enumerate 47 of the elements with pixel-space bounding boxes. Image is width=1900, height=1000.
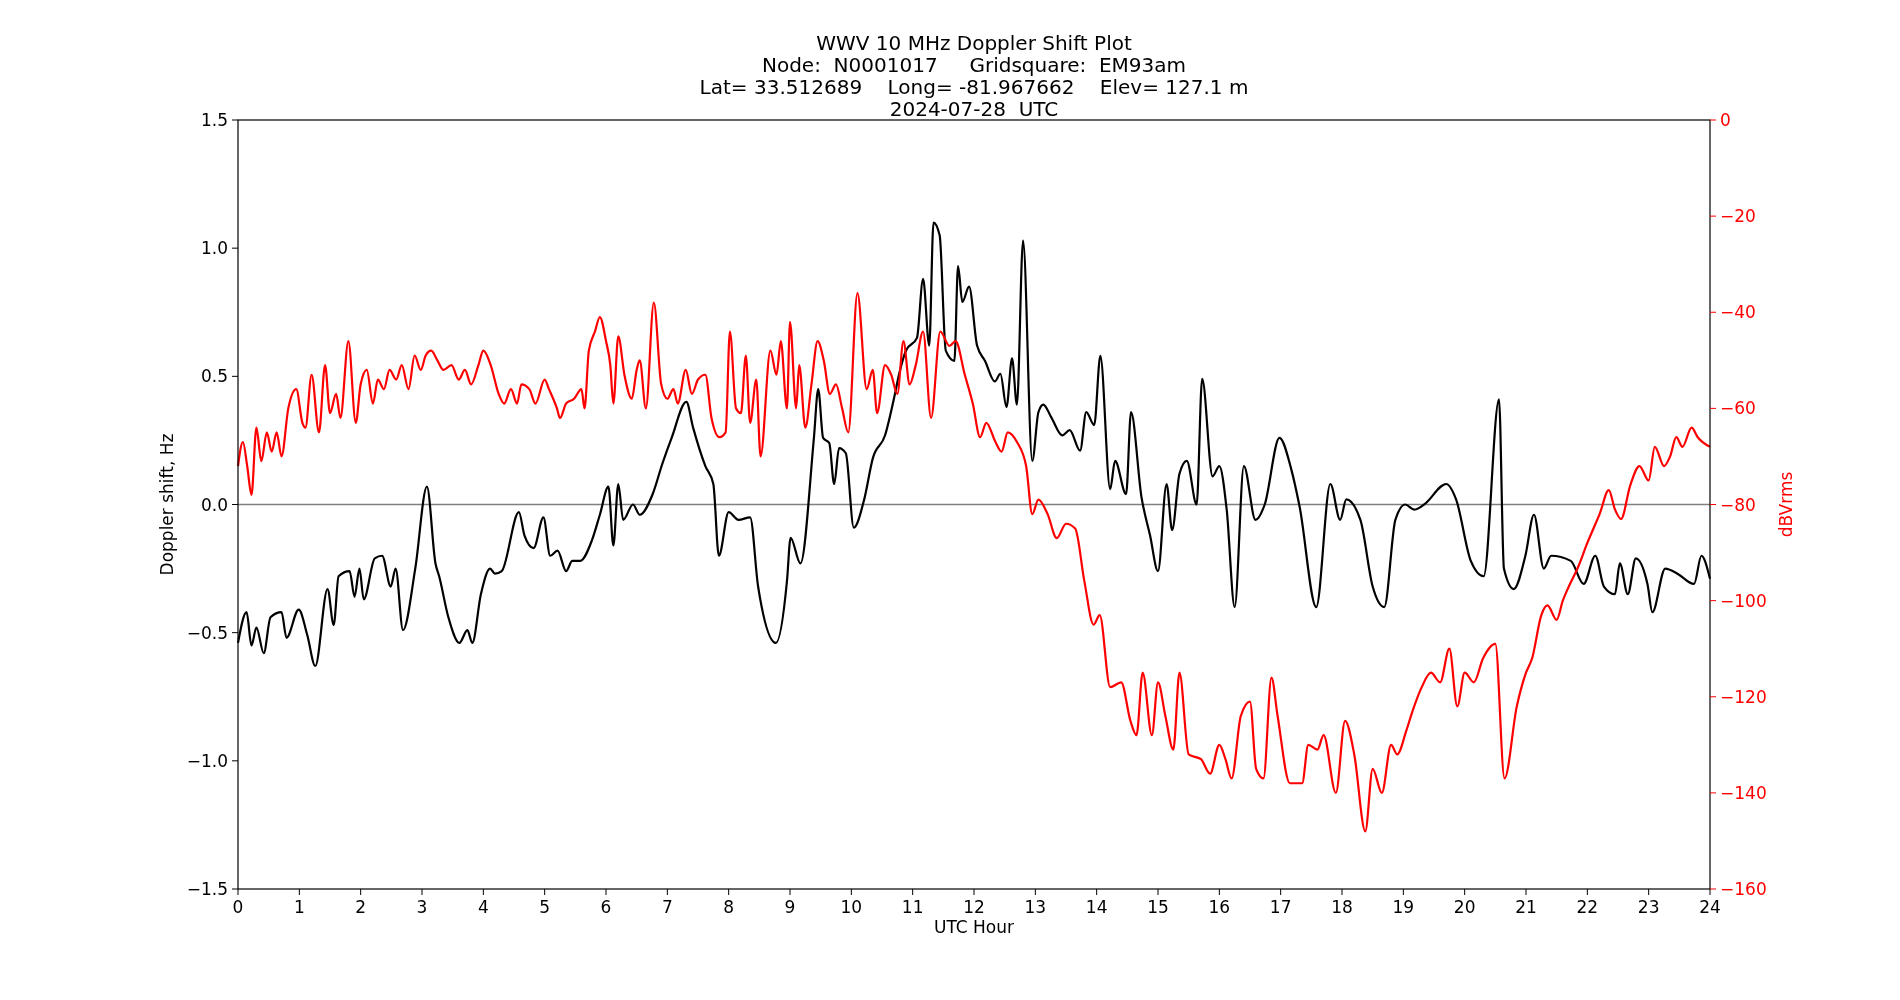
x-tick-label: 8 — [723, 897, 735, 917]
x-tick-label: 23 — [1637, 897, 1660, 917]
y-tick-label: −0.5 — [186, 622, 228, 643]
x-tick-label: 4 — [477, 897, 489, 917]
x-tick-label: 18 — [1331, 897, 1353, 917]
chart-title: WWV 10 MHz Doppler Shift Plot — [816, 31, 1132, 55]
y-tick-label: 0.5 — [200, 366, 228, 387]
x-tick-label: 11 — [901, 897, 924, 917]
y2-tick-label: −140 — [1720, 782, 1767, 803]
x-tick-label: 19 — [1392, 897, 1415, 917]
x-tick-label: 22 — [1576, 897, 1599, 917]
y2-tick-label: −40 — [1720, 302, 1756, 323]
x-tick-label: 21 — [1515, 897, 1537, 917]
x-tick-label: 14 — [1085, 897, 1108, 917]
y-tick-label: −1.0 — [186, 750, 228, 771]
y2-axis-title: dBVrms — [1776, 471, 1796, 538]
x-tick-label: 20 — [1453, 897, 1476, 917]
x-tick-label: 17 — [1269, 897, 1292, 917]
x-tick-label: 13 — [1024, 897, 1047, 917]
line-series — [236, 291, 1712, 833]
x-tick-label: 2 — [355, 897, 367, 917]
y2-tick-label: −160 — [1720, 879, 1767, 899]
x-tick-label: 0 — [232, 897, 244, 917]
y-tick-label: −1.5 — [186, 879, 228, 899]
y2-tick-label: 0 — [1720, 110, 1731, 130]
x-axis-title: UTC Hour — [933, 917, 1015, 937]
y2-tick-label: −60 — [1720, 398, 1756, 419]
x-tick-label: 3 — [416, 897, 428, 917]
chart-subtitle: Node: N0001017 Gridsquare: EM93am Lat= 33.512689 Long= -81.967662 Elev= 127.1 m 2024-07-28 UTC — [699, 53, 1249, 121]
x-tick-label: 10 — [840, 897, 863, 917]
x-tick-label: 7 — [661, 897, 673, 917]
y2-tick-label: −100 — [1720, 590, 1767, 611]
x-tick-label: 24 — [1699, 897, 1721, 917]
x-tick-label: 15 — [1147, 897, 1169, 917]
y2-tick-label: −20 — [1720, 206, 1756, 227]
x-tick-label: 1 — [293, 897, 305, 917]
y-tick-label: 1.5 — [200, 110, 228, 130]
y-tick-label: 1.0 — [200, 238, 228, 259]
x-tick-label: 9 — [784, 897, 796, 917]
x-tick-label: 12 — [963, 897, 985, 917]
y-tick-label: 0.0 — [200, 494, 228, 515]
y2-tick-label: −80 — [1720, 494, 1756, 515]
x-tick-label: 6 — [600, 897, 612, 917]
x-tick-label: 16 — [1208, 897, 1231, 917]
y2-tick-label: −120 — [1720, 686, 1767, 707]
x-tick-label: 5 — [539, 897, 551, 917]
y-axis-title: Doppler shift, Hz — [157, 433, 177, 576]
